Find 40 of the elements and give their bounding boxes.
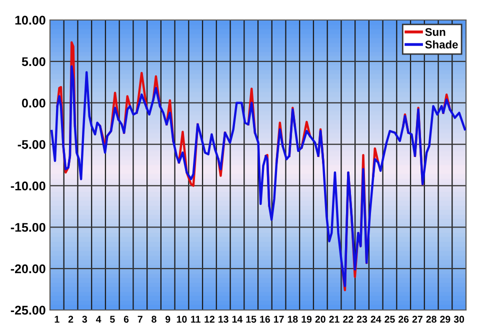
x-tick-label: 23 [356, 316, 368, 323]
x-tick-label: 19 [302, 316, 312, 323]
x-tick-label: 29 [440, 316, 450, 323]
x-tick-label: 18 [288, 316, 298, 323]
x-tick-label: 20 [315, 316, 326, 323]
x-tick-label: 3 [82, 316, 88, 323]
x-tick-label: 12 [204, 316, 214, 323]
y-tick-label: -15.00 [10, 222, 46, 232]
x-tick-label: 2 [68, 316, 74, 323]
y-tick-label: -10.00 [10, 182, 46, 190]
legend-label: Shade [425, 40, 458, 49]
x-tick-label: 9 [166, 316, 170, 323]
x-tick-label: 25 [384, 316, 395, 323]
x-tick-label: 24 [370, 316, 382, 323]
x-tick-label: 16 [260, 316, 270, 323]
x-tick-label: 30 [454, 316, 464, 323]
x-tick-label: 21 [329, 316, 340, 323]
x-tick-label: 6 [124, 316, 129, 323]
x-tick-label: 5 [110, 316, 115, 323]
x-tick-label: 11 [191, 316, 200, 323]
x-tick-label: 28 [426, 316, 436, 323]
x-tick-label: 4 [96, 316, 102, 323]
y-tick-label: 0.00 [22, 98, 46, 108]
x-tick-label: 8 [152, 316, 156, 323]
y-tick-label: -20.00 [10, 264, 46, 274]
x-tick-label: 1 [54, 316, 60, 323]
y-tick-label: 5.00 [22, 57, 46, 66]
x-tick-label: 26 [398, 316, 409, 323]
x-tick-label: 10 [176, 316, 187, 323]
legend-label: Sun [425, 28, 446, 36]
x-tick-label: 17 [274, 316, 284, 323]
x-tick-label: 7 [138, 316, 142, 323]
x-tick-label: 27 [412, 316, 422, 323]
y-tick-label: 10.00 [15, 16, 46, 25]
x-tick-label: 14 [232, 316, 243, 323]
y-tick-label: -25.00 [10, 306, 46, 315]
x-tick-label: 15 [246, 316, 256, 323]
y-tick-label: -5.00 [18, 140, 46, 149]
x-tick-label: 22 [343, 316, 354, 323]
x-tick-label: 13 [218, 316, 228, 323]
